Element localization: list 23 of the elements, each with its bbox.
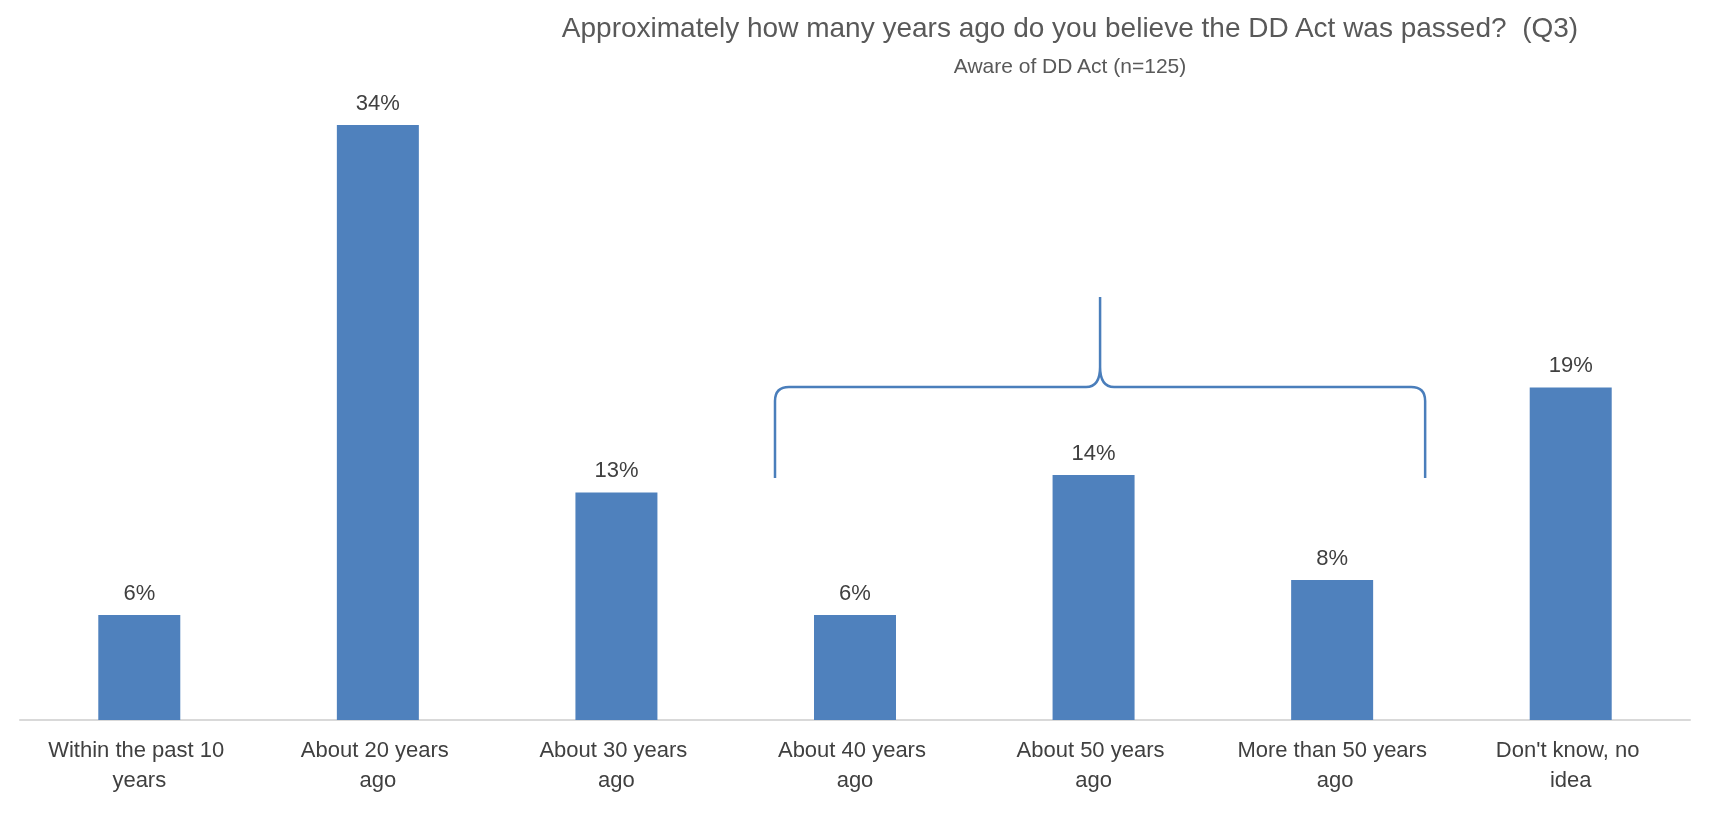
data-label: 34%: [355, 89, 400, 115]
x-tick-label: About 40 years ago: [777, 736, 933, 792]
x-tick-label: More than 50 years ago: [1237, 736, 1427, 792]
x-tick-label: Within the past 10 years: [48, 736, 231, 792]
x-tick-label: About 30 years ago: [539, 736, 694, 792]
x-tick-label: About 50 years ago: [1016, 736, 1171, 792]
data-label: 19%: [1548, 352, 1593, 377]
x-tick-label: About 20 years ago: [300, 736, 455, 792]
data-label: 6%: [123, 579, 156, 605]
bar: [1291, 580, 1374, 720]
x-tick-label: Don't know, no idea: [1495, 736, 1646, 792]
bar: [814, 615, 896, 720]
data-label: 14%: [1071, 439, 1116, 465]
bar: [98, 615, 181, 720]
bar: [575, 492, 658, 720]
data-label: 8%: [1316, 544, 1349, 570]
chart-title: Approximately how many years ago do you believe the DD Act was passed? (Q3): [561, 11, 1579, 43]
bar: [1529, 387, 1612, 720]
data-label: 6%: [839, 579, 871, 605]
data-label: 13%: [594, 457, 639, 482]
bar: [336, 125, 419, 720]
chart-subtitle: Aware of DD Act (n=125): [953, 54, 1187, 77]
bar: [1052, 475, 1135, 720]
